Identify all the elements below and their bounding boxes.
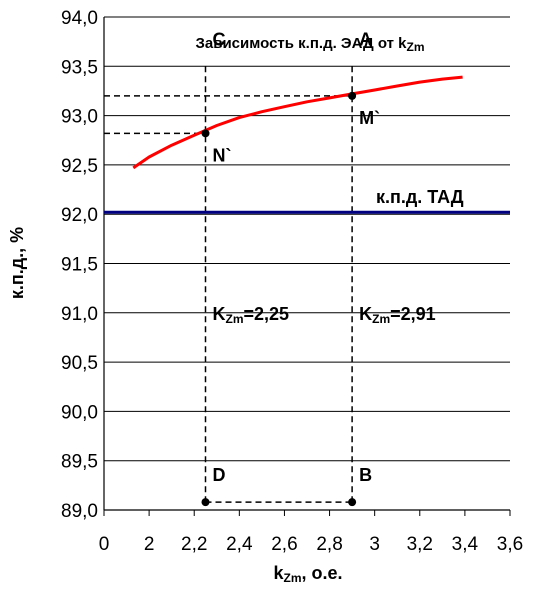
label-prefix: K	[359, 304, 372, 324]
label-suffix: =2,25	[244, 304, 290, 324]
x-axis-title-subscript: Zm	[284, 571, 302, 585]
x-tick-labels: 0 2 2,2 2,4 2,6 2,8 3 3,2 3,4 3,6	[99, 510, 523, 555]
series-line	[132, 75, 463, 170]
plot-area	[103, 16, 510, 511]
x-tick-label: 3	[369, 534, 380, 555]
point-letters: C A D B	[213, 29, 373, 485]
guide-lines	[104, 66, 353, 503]
y-tick-label: 90,5	[61, 353, 98, 374]
x-tick-label: 3,6	[497, 534, 523, 555]
y-tick-label: 93,5	[61, 57, 98, 78]
point-label: N`	[213, 145, 232, 165]
chart-title-text: Зависимость к.п.д. ЭАД от k	[195, 35, 407, 52]
chart-title-subscript: Zm	[407, 40, 425, 54]
x-axis-title-prefix: k	[273, 563, 284, 583]
point-label: M`	[359, 108, 380, 128]
x-axis-title-suffix: , о.е.	[302, 563, 343, 583]
gridlines	[104, 16, 510, 511]
x-tick-label: 2,2	[181, 534, 207, 555]
marker-point	[201, 498, 210, 507]
x-tick-label: 2,8	[316, 534, 342, 555]
k-value-label: KZm=2,25	[213, 304, 290, 326]
y-tick-label: 89,5	[61, 452, 98, 473]
x-axis-title: kZm, о.е.	[273, 563, 342, 585]
x-tick-label: 0	[99, 534, 110, 555]
y-tick-label: 91,5	[61, 255, 98, 276]
y-tick-label: 92,0	[61, 205, 98, 226]
x-tick-label: 3,2	[407, 534, 433, 555]
k-value-labels: KZm=2,25 KZm=2,91	[213, 304, 436, 326]
chart-title: Зависимость к.п.д. ЭАД от kZm	[195, 35, 424, 54]
point-letter: D	[213, 465, 226, 485]
point-labels: N` M`	[213, 108, 381, 165]
y-axis-title: к.п.д., %	[7, 227, 27, 299]
label-subscript: Zm	[372, 312, 390, 326]
point-letter: B	[359, 465, 372, 485]
y-tick-label: 89,0	[61, 501, 98, 522]
y-tick-labels: 89,0 89,5 90,0 90,5 91,0 91,5 92,0 92,5 93,0 93,5…	[61, 8, 98, 522]
reference-line-label: к.п.д. ТАД	[376, 187, 464, 207]
label-suffix: =2,91	[390, 304, 436, 324]
marker-point	[348, 91, 357, 100]
marker-point	[348, 498, 357, 507]
point-letter: A	[359, 29, 372, 49]
x-tick-label: 2	[144, 534, 155, 555]
y-tick-label: 94,0	[61, 8, 98, 29]
x-tick-label: 3,4	[452, 534, 479, 555]
x-tick-label: 2,4	[226, 534, 253, 555]
y-tick-label: 91,0	[61, 304, 98, 325]
axes	[103, 17, 510, 511]
y-tick-label: 93,0	[61, 107, 98, 128]
x-tick-label: 2,6	[271, 534, 297, 555]
y-tick-label: 92,5	[61, 156, 98, 177]
data-points	[201, 91, 357, 507]
y-tick-label: 90,0	[61, 402, 98, 423]
k-value-label: KZm=2,91	[359, 304, 436, 326]
label-subscript: Zm	[226, 312, 244, 326]
point-letter: C	[213, 29, 226, 49]
marker-point	[201, 129, 210, 138]
label-prefix: K	[213, 304, 226, 324]
